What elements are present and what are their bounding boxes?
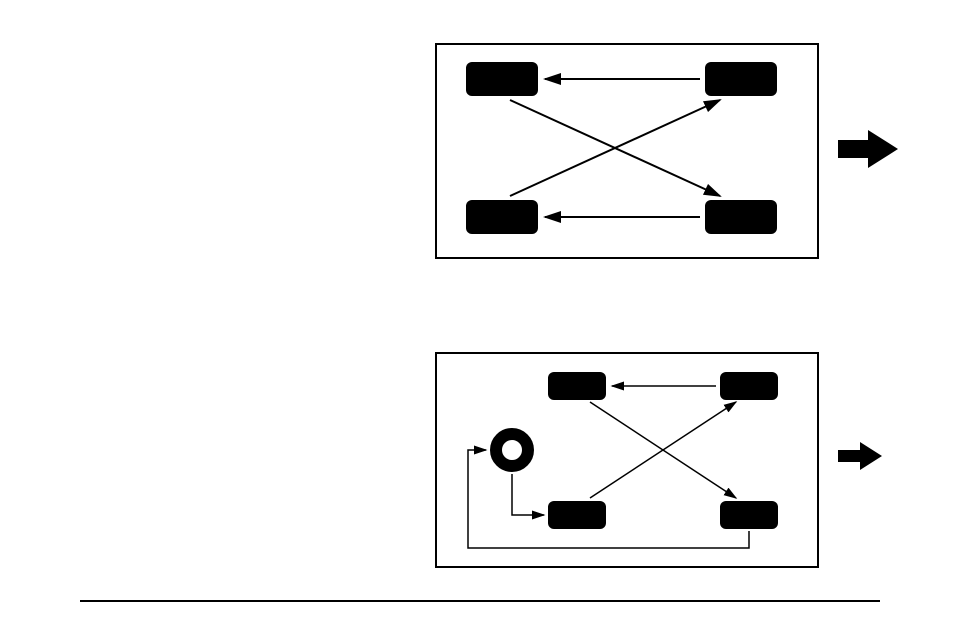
tire2-rear-left [548, 501, 606, 529]
tire-front-left [466, 62, 538, 96]
tire-rear-right [705, 200, 777, 234]
tire2-rear-right [720, 501, 778, 529]
spare-tire-icon [490, 428, 534, 472]
forward-direction-arrow-1 [838, 130, 898, 168]
tire2-front-left [548, 372, 606, 400]
tire-rear-left [466, 200, 538, 234]
forward-direction-arrow-2 [838, 442, 882, 470]
tire2-front-right [720, 372, 778, 400]
page-canvas [0, 0, 954, 636]
footer-separator [80, 600, 880, 602]
tire-front-right [705, 62, 777, 96]
